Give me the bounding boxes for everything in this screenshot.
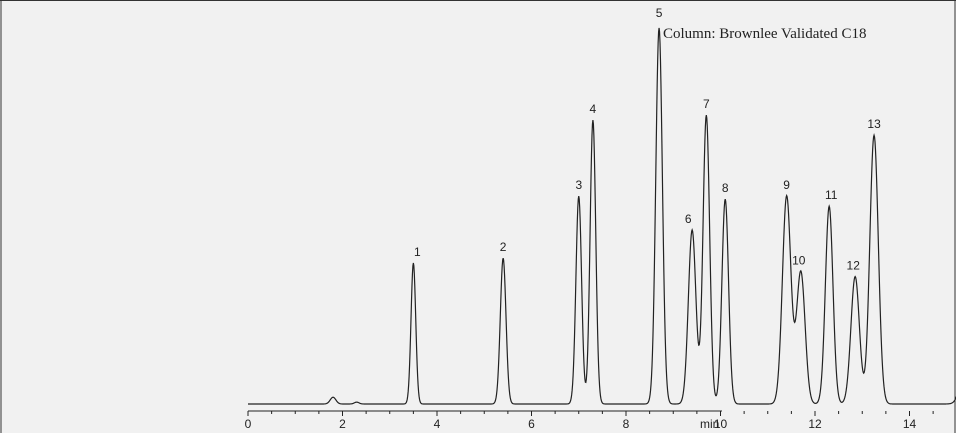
x-tick-label: 0 — [245, 417, 252, 431]
x-unit-label: min — [700, 417, 719, 431]
x-tick-label: 10 — [714, 417, 728, 431]
peak-labels: 12345678910111213141516 — [414, 6, 881, 273]
x-tick-label: 2 — [339, 417, 346, 431]
peak-label-7: 7 — [703, 97, 710, 111]
x-tick-labels: 024681012141618 — [245, 417, 917, 431]
peak-label-1: 1 — [414, 245, 421, 259]
x-tick-label: 4 — [434, 417, 441, 431]
peak-label-5: 5 — [656, 6, 663, 20]
peak-label-2: 2 — [500, 240, 507, 254]
peak-label-10: 10 — [792, 254, 806, 268]
chromatogram-trace — [248, 27, 956, 405]
peak-label-3: 3 — [575, 178, 582, 192]
column-annotation: Column: Brownlee Validated C18 — [663, 26, 867, 42]
peak-label-6: 6 — [685, 212, 692, 226]
x-tick-label: 12 — [808, 417, 822, 431]
peak-label-12: 12 — [847, 259, 861, 273]
peak-label-9: 9 — [783, 178, 790, 192]
peak-label-4: 4 — [590, 102, 597, 116]
x-tick-label: 14 — [903, 417, 917, 431]
peak-label-8: 8 — [722, 181, 729, 195]
x-tick-label: 6 — [528, 417, 535, 431]
peak-label-13: 13 — [867, 117, 881, 131]
peak-label-11: 11 — [825, 188, 838, 202]
x-tick-label: 8 — [623, 417, 630, 431]
x-axis — [247, 410, 934, 416]
